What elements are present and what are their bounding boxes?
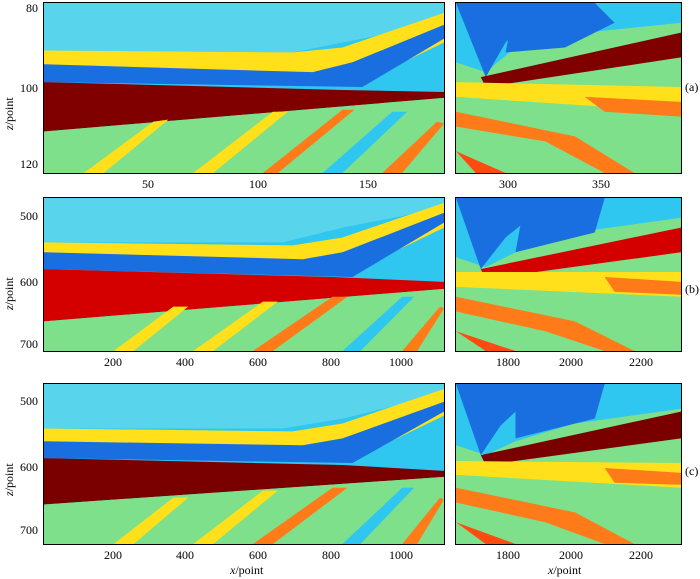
x-tick: 350: [592, 177, 610, 191]
x-axis-label-right: x/point: [548, 563, 582, 577]
x-tick: 300: [499, 177, 517, 191]
x-tick: 2200: [629, 355, 653, 369]
x-tick: 1800: [496, 548, 520, 562]
panel-c-left: [43, 383, 445, 545]
y-tick: 500: [20, 394, 38, 408]
x-tick: 600: [249, 355, 267, 369]
y-axis-label-a: z/point: [2, 97, 16, 130]
x-axis-label-left: x/point: [230, 563, 264, 577]
panel-b-left: [43, 197, 445, 352]
x-tick: 100: [249, 177, 267, 191]
y-tick: 600: [20, 460, 38, 474]
y-tick: 600: [20, 275, 38, 289]
x-tick: 400: [176, 548, 194, 562]
x-tick: 1800: [496, 355, 520, 369]
x-tick: 200: [104, 355, 122, 369]
x-tick: 2000: [559, 548, 583, 562]
x-tick: 2000: [559, 355, 583, 369]
x-tick: 200: [104, 548, 122, 562]
x-tick: 600: [249, 548, 267, 562]
y-tick: 80: [26, 1, 38, 15]
panel-b-right: [455, 197, 682, 352]
x-tick: 800: [322, 548, 340, 562]
x-tick: 400: [176, 355, 194, 369]
y-tick: 700: [20, 337, 38, 351]
row-tag-a: (a): [685, 80, 699, 94]
x-tick: 1000: [389, 355, 413, 369]
y-tick: 100: [20, 81, 38, 95]
x-tick: 1000: [389, 548, 413, 562]
row-tag-b: (b): [685, 282, 699, 296]
row-tag-c: (c): [685, 464, 699, 478]
panel-a-right: [455, 2, 682, 174]
panel-a-left: [43, 2, 445, 174]
x-tick: 150: [359, 177, 377, 191]
x-tick: 2200: [629, 548, 653, 562]
y-tick: 120: [20, 157, 38, 171]
y-tick: 700: [20, 523, 38, 537]
y-tick: 500: [20, 209, 38, 223]
x-tick: 800: [322, 355, 340, 369]
panel-c-right: [455, 383, 682, 545]
x-tick: 50: [142, 177, 154, 191]
